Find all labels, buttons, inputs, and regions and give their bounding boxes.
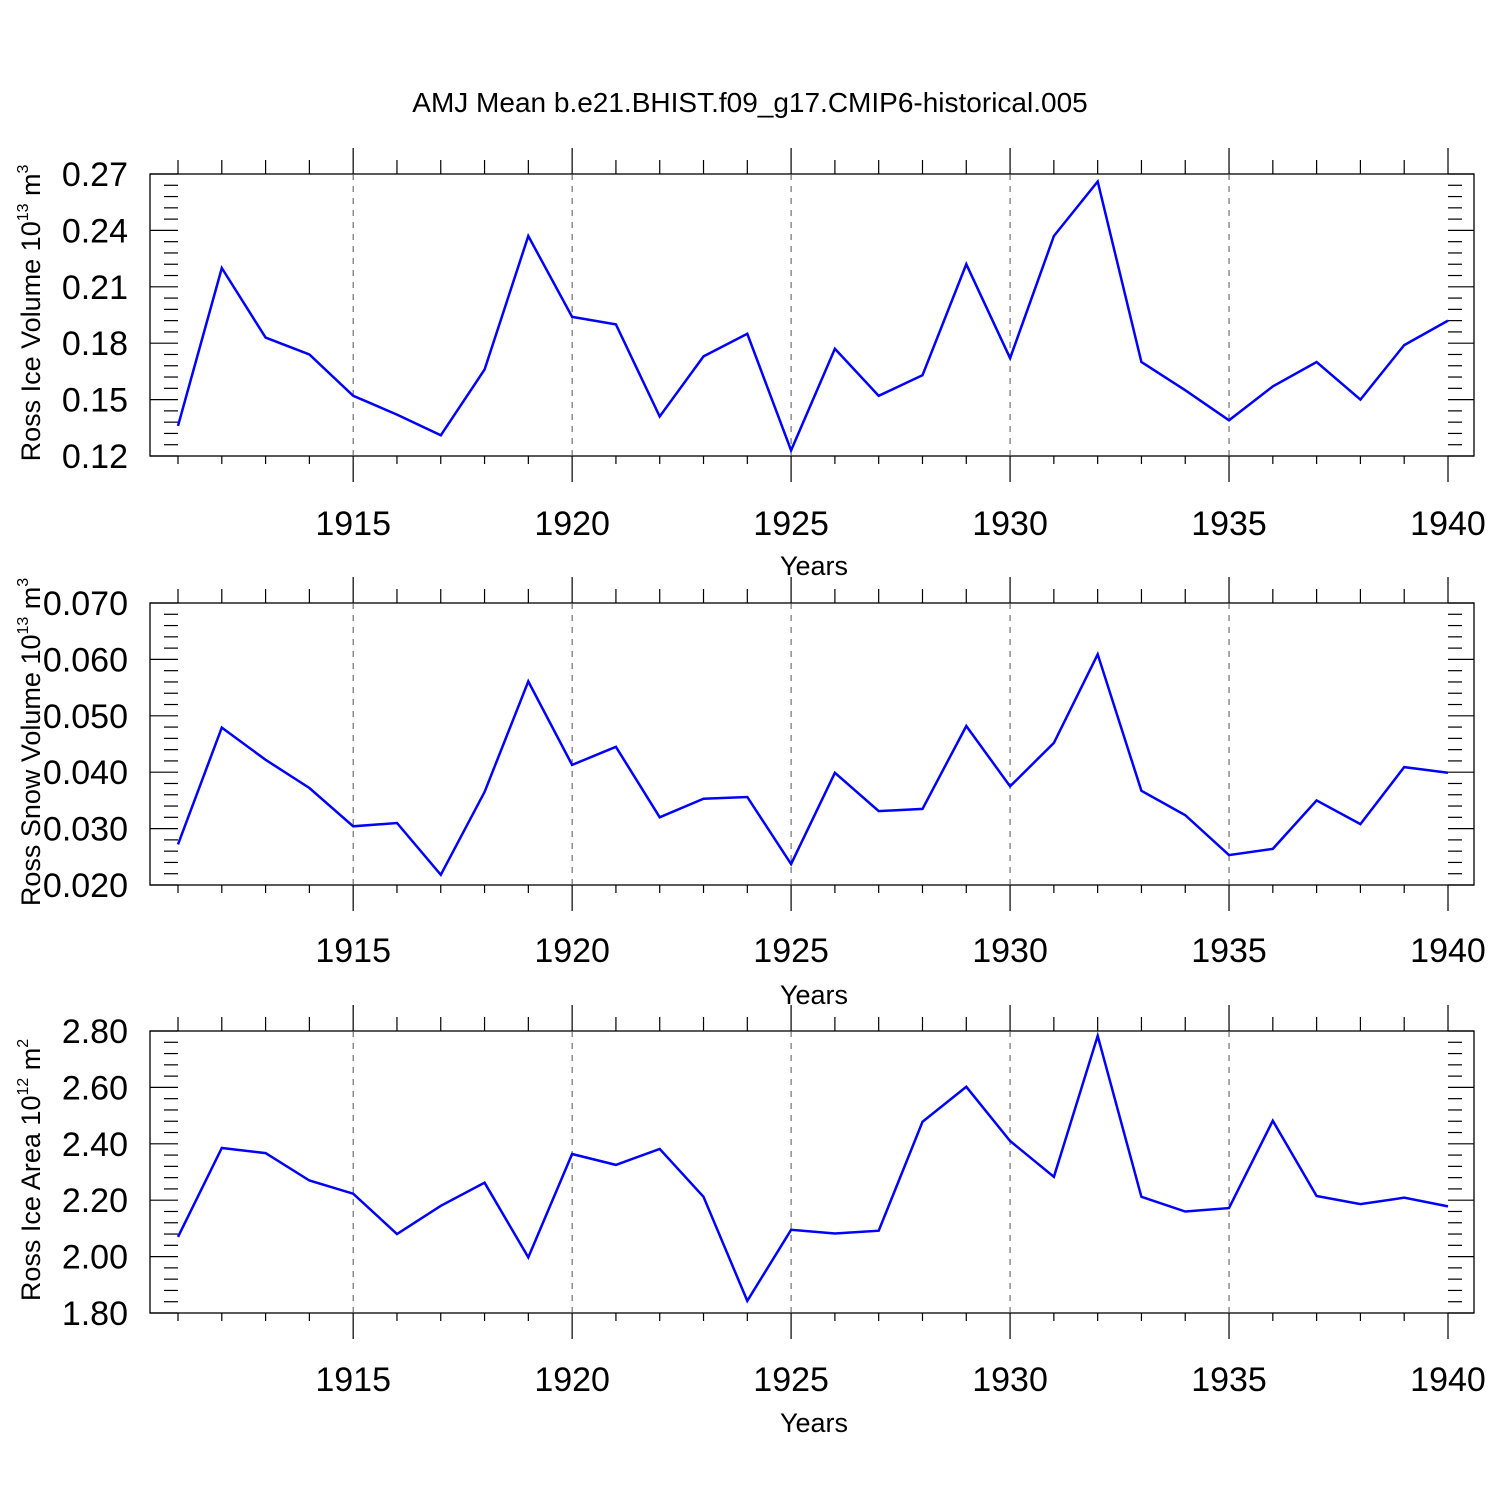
series-line (176, 1031, 1449, 1304)
x-tick-label: 1920 (534, 932, 610, 970)
y-tick-label: 0.020 (43, 867, 128, 905)
y-tick-label: 0.050 (43, 698, 128, 736)
y-tick-label: 0.12 (62, 438, 128, 476)
x-tick-label: 1925 (753, 932, 829, 970)
y-tick-label: 2.40 (62, 1126, 128, 1164)
plot-frame (149, 173, 1475, 457)
figure-title: AMJ Mean b.e21.BHIST.f09_g17.CMIP6-histo… (412, 87, 1087, 118)
x-tick-label: 1920 (534, 1361, 610, 1399)
y-tick-label: 2.80 (62, 1013, 128, 1051)
y-tick-label: 0.040 (43, 754, 128, 792)
plot-frame (149, 602, 1475, 886)
chart-panel-1: 1915 1920 1925 1930 1935 1940 Years 0.12 0.15 0.1… (15, 148, 1486, 581)
chart-panels: 1915 1920 1925 1930 1935 1940 Years 0.12 0.15 0.1… (15, 148, 1486, 1438)
x-tick-label: 1925 (753, 505, 829, 543)
x-tick-label: 1915 (315, 505, 391, 543)
y-axis-title: Ross Ice Area 1012 m2 (15, 1039, 46, 1301)
y-tick-label: 2.00 (62, 1239, 128, 1277)
x-tick-label: 1915 (315, 932, 391, 970)
y-tick-label: 0.18 (62, 325, 128, 363)
x-tick-label: 1925 (753, 1361, 829, 1399)
y-axis-title: Ross Ice Volume 1013 m3 (15, 164, 46, 461)
y-tick-label: 2.20 (62, 1182, 128, 1220)
y-tick-label: 0.24 (62, 212, 128, 250)
series-line (176, 178, 1449, 454)
x-tick-label: 1920 (534, 505, 610, 543)
x-tick-label: 1930 (972, 505, 1048, 543)
x-tick-label: 1930 (972, 932, 1048, 970)
y-tick-label: 0.27 (62, 156, 128, 194)
y-tick-label: 0.030 (43, 811, 128, 849)
series-line (176, 650, 1449, 878)
x-tick-label: 1935 (1191, 505, 1267, 543)
x-tick-label: 1940 (1410, 1361, 1486, 1399)
y-tick-label: 0.15 (62, 382, 128, 420)
plot-frame (149, 1030, 1475, 1314)
y-tick-label: 0.21 (62, 269, 128, 307)
x-tick-label: 1940 (1410, 932, 1486, 970)
x-axis-title: Years (780, 1408, 848, 1438)
y-tick-label: 0.060 (43, 641, 128, 679)
x-tick-label: 1930 (972, 1361, 1048, 1399)
x-tick-label: 1935 (1191, 932, 1267, 970)
y-tick-label: 1.80 (62, 1295, 128, 1333)
chart-panel-3: 1915 1920 1925 1930 1935 1940 Years 1.80 2.00 2.2… (15, 1005, 1486, 1438)
y-tick-label: 2.60 (62, 1069, 128, 1107)
x-axis-title: Years (780, 551, 848, 581)
x-tick-label: 1915 (315, 1361, 391, 1399)
y-axis-title: Ross Snow Volume 1013 m3 (15, 578, 46, 906)
x-tick-label: 1940 (1410, 505, 1486, 543)
chart-panel-2: 1915 1920 1925 1930 1935 1940 Years 0.020 0.030 0… (15, 577, 1486, 1010)
x-axis-title: Years (780, 980, 848, 1010)
y-tick-label: 0.070 (43, 585, 128, 623)
x-tick-label: 1935 (1191, 1361, 1267, 1399)
